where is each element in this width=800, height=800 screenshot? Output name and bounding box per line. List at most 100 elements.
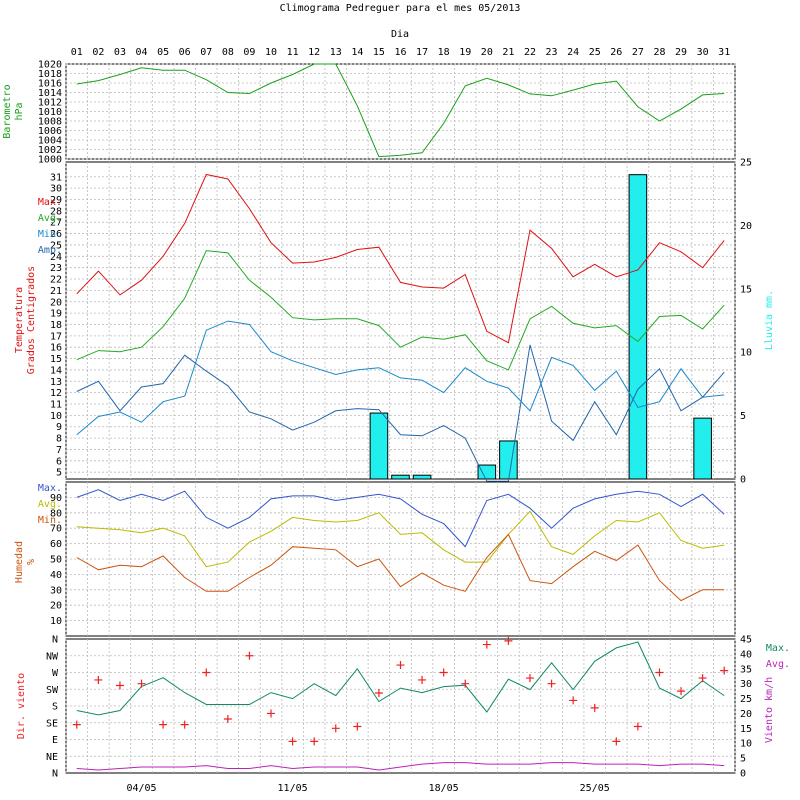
wind-direction-marker xyxy=(590,703,599,712)
barometer-tick-label: 1006 xyxy=(38,126,62,137)
temperature-tick-label: 22 xyxy=(50,275,62,286)
temperature-tick-label: 31 xyxy=(50,172,62,183)
temperature-tick-label: 25 xyxy=(50,240,62,251)
day-label-24: 24 xyxy=(567,47,579,58)
wind-speed-tick-label: 25 xyxy=(740,694,752,705)
temperature-ylabel: Temperatura Grados Centigrados xyxy=(14,266,37,374)
barometer-tick-label: 1020 xyxy=(38,60,62,71)
day-label-04: 04 xyxy=(136,47,148,58)
wind-speed-tick-label: 5 xyxy=(740,754,746,765)
temperature-amp-line xyxy=(76,344,725,482)
wind-direction-marker xyxy=(612,737,621,746)
day-label-03: 03 xyxy=(114,47,126,58)
wind-direction-marker xyxy=(396,661,405,670)
temperature-tick-label: 19 xyxy=(50,309,62,320)
temperature-legend-2: Min. xyxy=(38,229,62,240)
day-label-13: 13 xyxy=(330,47,342,58)
humidity-ylabel-line: Humedad xyxy=(14,541,25,583)
wind-direction-marker xyxy=(180,720,189,729)
humidity-tick-label: 90 xyxy=(50,493,62,504)
rain-tick-label: 5 xyxy=(740,411,746,422)
rain-tick-label: 0 xyxy=(740,475,746,486)
humidity-legend-0: Max. xyxy=(38,483,62,494)
temperature-tick-label: 8 xyxy=(56,434,62,445)
rain-bar xyxy=(477,464,497,480)
temperature-ylabel-line: Grados Centigrados xyxy=(26,266,37,374)
rain-tick-label: 10 xyxy=(740,348,752,359)
temperature-tick-label: 10 xyxy=(50,411,62,422)
wind-speed-tick-label: 20 xyxy=(740,709,752,720)
day-labels: 01 02 03 04 05 06 07 08 09 10 11 12 13 14 15 16 17 18 19 20… xyxy=(71,47,730,58)
temperature-tick-label: 21 xyxy=(50,286,62,297)
day-label-27: 27 xyxy=(632,47,644,58)
wind-direction-marker xyxy=(525,674,534,683)
day-label-20: 20 xyxy=(481,47,493,58)
wind-direction-marker xyxy=(137,679,146,688)
wind-speed-tick-label: 45 xyxy=(740,635,752,646)
day-label-22: 22 xyxy=(524,47,536,58)
humidity-tick-label: 10 xyxy=(50,616,62,627)
day-label-12: 12 xyxy=(308,47,320,58)
temperature-tick-label: 18 xyxy=(50,320,62,331)
temperature-legend-3: Amp. xyxy=(38,245,62,256)
wind-speed-tick-label: 0 xyxy=(740,769,746,780)
wind-direction-ylabel-text: Dir. viento xyxy=(16,673,27,739)
wind-speed-tick-label: 40 xyxy=(740,649,752,660)
wind-max-line xyxy=(76,641,725,716)
day-label-23: 23 xyxy=(546,47,558,58)
wind-speed-tick-label: 15 xyxy=(740,724,752,735)
humidity-ylabel: Humedad% xyxy=(14,541,37,583)
barometer-tick-label: 1016 xyxy=(38,79,62,90)
temperature-tick-label: 11 xyxy=(50,400,62,411)
wind-direction-marker xyxy=(202,668,211,677)
barometer-ylabel: Barometro hPa xyxy=(2,84,25,138)
wind-direction-marker xyxy=(418,675,427,684)
day-label-01: 01 xyxy=(71,47,83,58)
day-label-21: 21 xyxy=(502,47,514,58)
barometer-tick-label: 1012 xyxy=(38,98,62,109)
temperature-tick-label: 20 xyxy=(50,297,62,308)
wind-direction-marker xyxy=(267,709,276,718)
day-label-30: 30 xyxy=(697,47,709,58)
wind-direction-marker xyxy=(115,681,124,690)
wind-direction-marker xyxy=(720,666,729,675)
humidity-ylabel-line: % xyxy=(26,559,37,565)
rain-bar xyxy=(412,474,432,480)
wind-direction-marker xyxy=(569,696,578,705)
barometer-ylabel-line: hPa xyxy=(14,102,25,120)
date-labels: 04/05 11/05 18/05 25/05 xyxy=(126,783,609,794)
barometer-ylabel-line: Barometro xyxy=(2,84,13,138)
wind-direction-marker xyxy=(677,687,686,696)
date-label-18: 18/05 xyxy=(429,783,459,794)
day-label-05: 05 xyxy=(157,47,169,58)
temperature-legend-1: Avg. xyxy=(38,213,62,224)
day-label-29: 29 xyxy=(675,47,687,58)
wind-direction-label: N xyxy=(52,769,58,780)
day-label-08: 08 xyxy=(222,47,234,58)
day-label-10: 10 xyxy=(265,47,277,58)
day-label-17: 17 xyxy=(416,47,428,58)
rain-bar xyxy=(499,440,518,480)
humidity-min-line xyxy=(76,533,725,602)
temperature-tick-label: 26 xyxy=(50,229,62,240)
humidity-legend-2: Min. xyxy=(38,515,62,526)
wind-direction-marker xyxy=(504,636,513,645)
wind-direction-marker xyxy=(331,724,340,733)
wind-direction-label: N xyxy=(52,635,58,646)
day-label-06: 06 xyxy=(179,47,191,58)
wind-legend-0: Max. xyxy=(766,643,790,654)
wind-direction-marker xyxy=(482,640,491,649)
pressure-line xyxy=(76,63,725,158)
wind-direction-marker xyxy=(288,737,297,746)
wind-speed-ylabel: Viento km/h xyxy=(764,677,775,743)
temperature-tick-label: 17 xyxy=(50,331,62,342)
temperature-tick-label: 12 xyxy=(50,388,62,399)
wind-direction-label: E xyxy=(52,735,58,746)
rain-tick-label: 15 xyxy=(740,284,752,295)
day-label-18: 18 xyxy=(438,47,450,58)
temperature-tick-label: 13 xyxy=(50,377,62,388)
humidity-tick-label: 60 xyxy=(50,539,62,550)
day-label-19: 19 xyxy=(459,47,471,58)
wind-legend-1: Avg. xyxy=(766,659,790,670)
rain-bar xyxy=(369,412,389,480)
